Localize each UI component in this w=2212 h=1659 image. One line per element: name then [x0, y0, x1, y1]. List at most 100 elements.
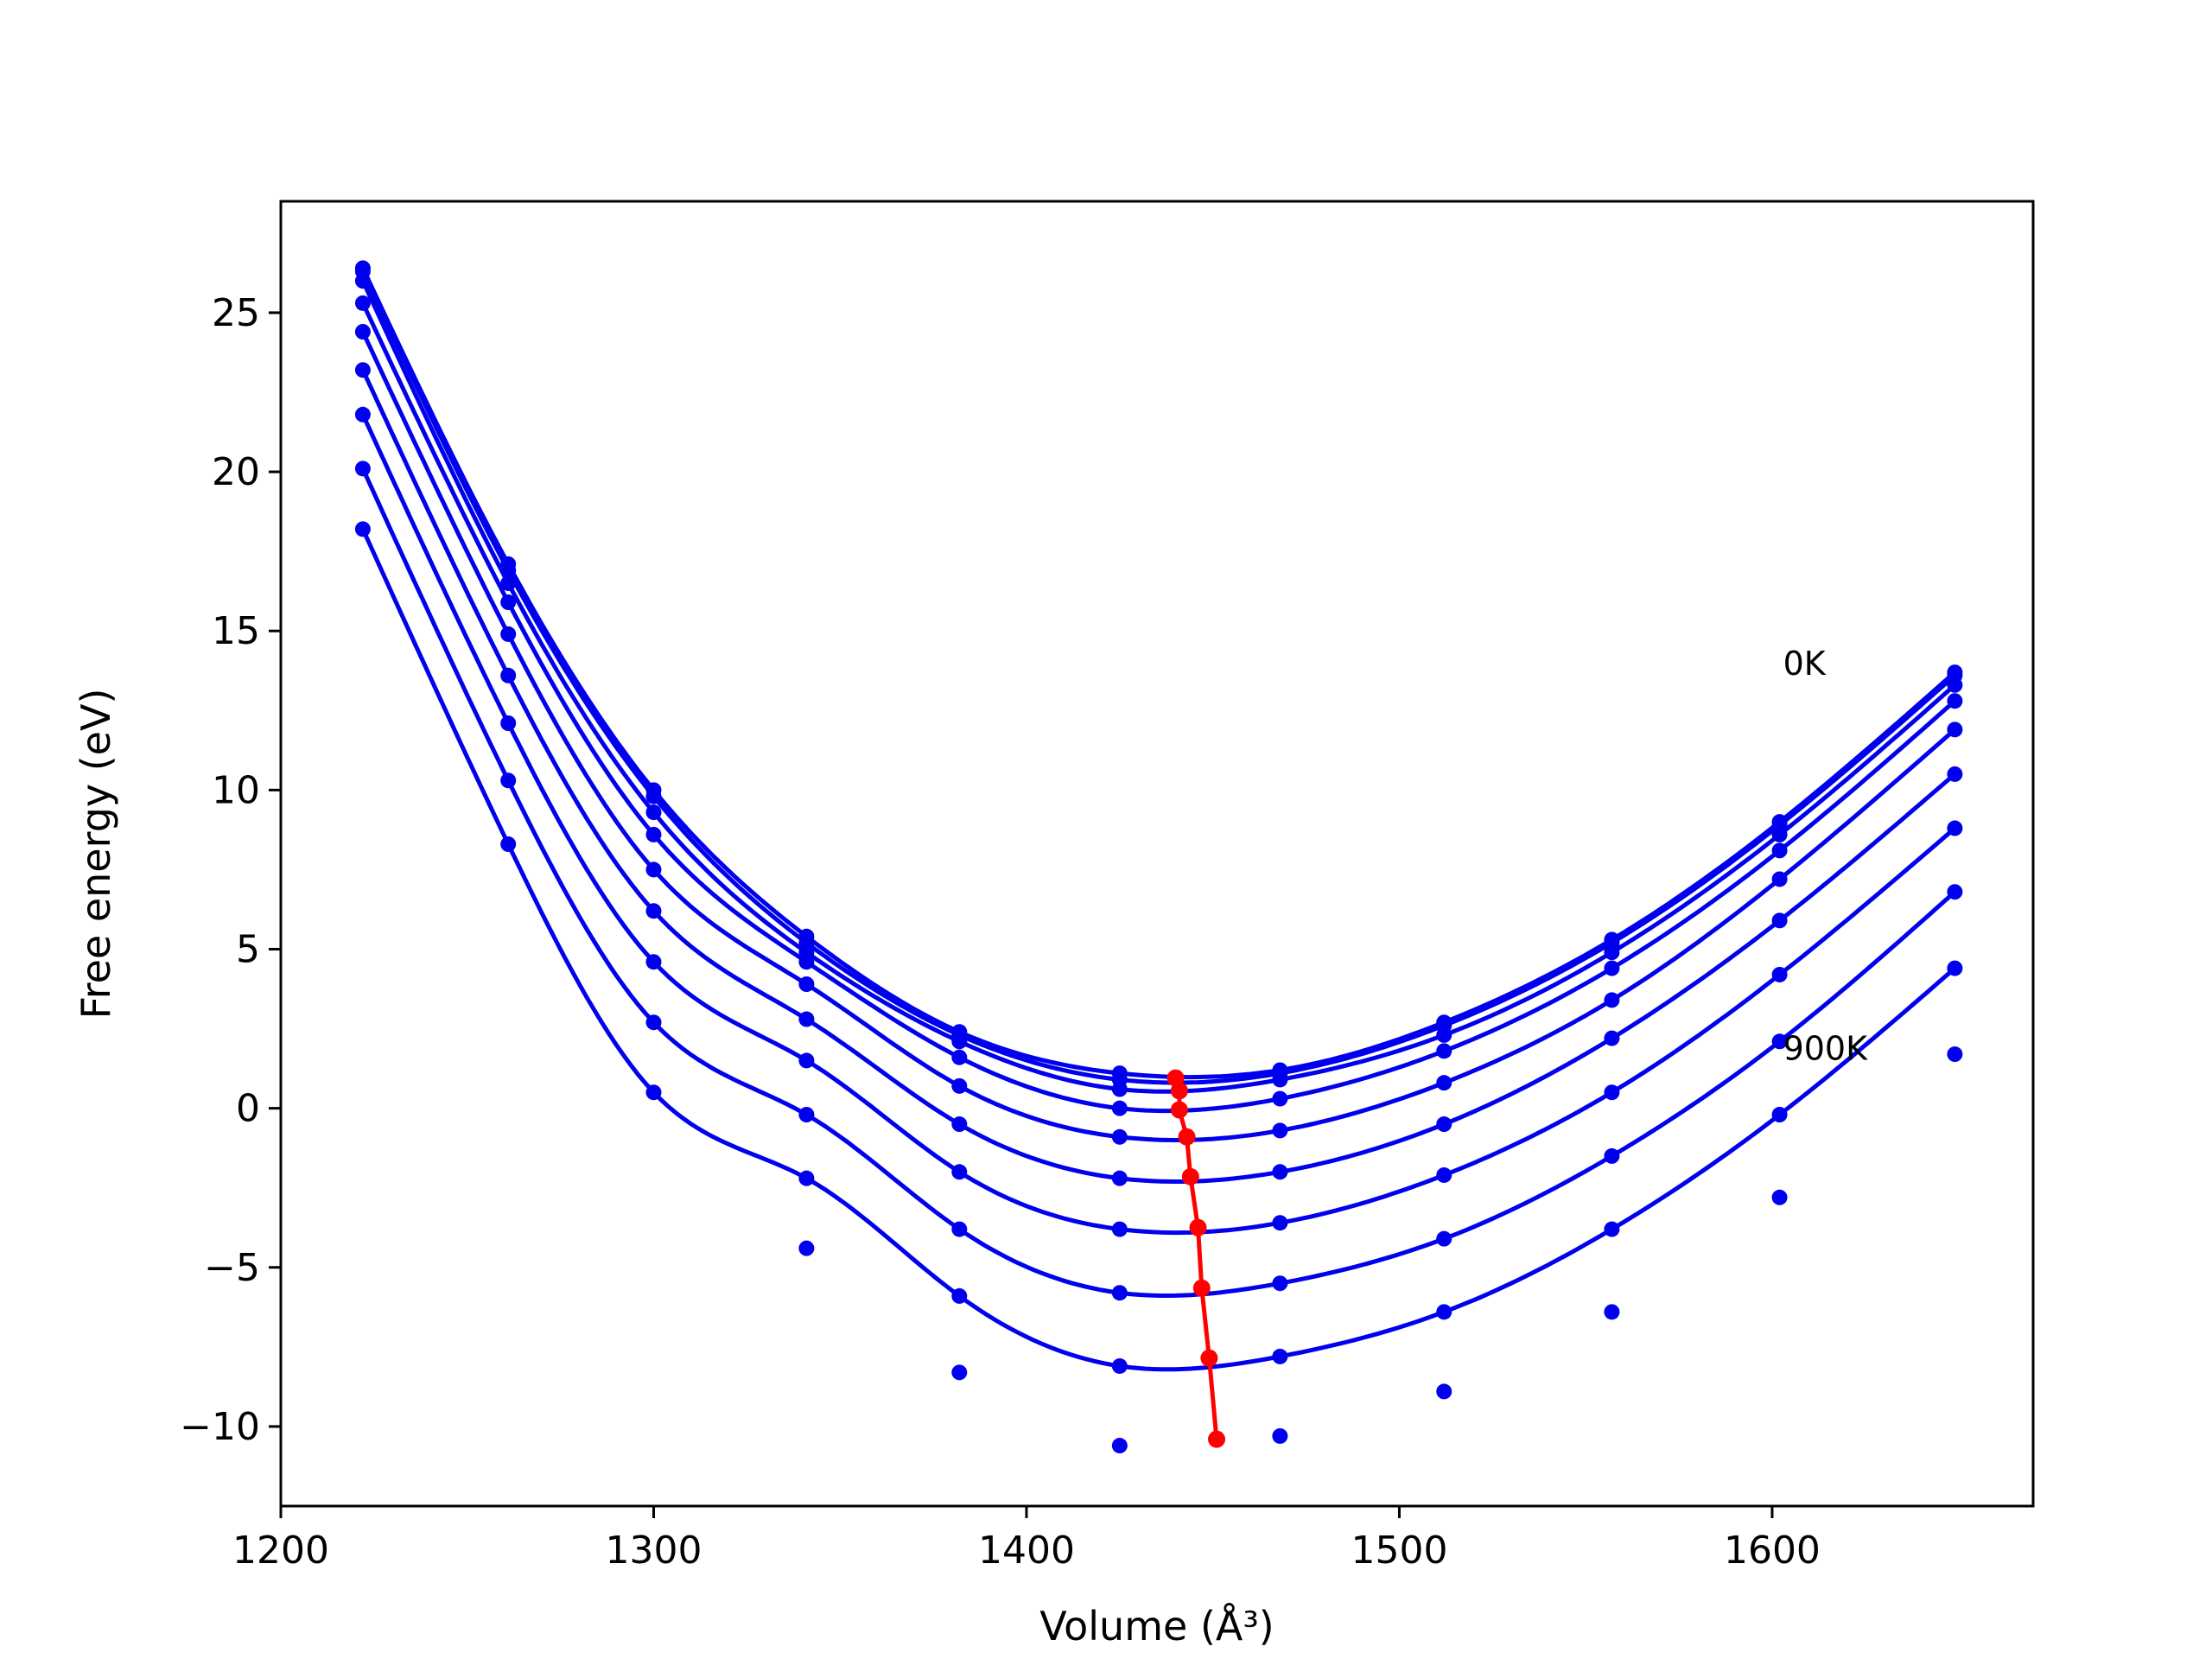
data-point — [1111, 1170, 1128, 1186]
minimum-point — [1208, 1430, 1226, 1448]
data-point — [1436, 1383, 1452, 1400]
data-point — [354, 324, 371, 340]
data-point — [1771, 1107, 1788, 1122]
data-point — [1272, 1071, 1288, 1088]
data-point — [1771, 1033, 1788, 1050]
y-axis-ticks: −10 −5 0 5 10 15 20 25 — [180, 291, 281, 1449]
y-tick-label: −10 — [180, 1405, 260, 1449]
annotations: 0K 900K — [1783, 645, 1869, 1068]
data-point — [500, 594, 517, 611]
x-tick-label: 1400 — [978, 1529, 1075, 1573]
data-point — [500, 715, 517, 731]
data-point — [798, 1052, 815, 1069]
data-point — [1111, 1221, 1128, 1237]
data-point — [798, 1170, 815, 1186]
temperature-annotation: 0K — [1783, 645, 1827, 683]
data-point — [951, 1164, 968, 1180]
x-tick-label: 1200 — [232, 1529, 329, 1573]
plot-points — [354, 260, 1963, 1454]
y-tick-label: −5 — [204, 1246, 260, 1290]
data-point — [1436, 1043, 1452, 1059]
series-curve — [360, 528, 1953, 1372]
temperature-annotation: 900K — [1783, 1030, 1869, 1068]
data-point — [1604, 960, 1620, 976]
data-point — [1947, 677, 1963, 693]
data-point — [1436, 1230, 1452, 1247]
data-point — [1604, 1030, 1620, 1046]
data-point — [354, 521, 371, 537]
data-point — [1272, 1275, 1288, 1292]
data-point — [798, 1240, 815, 1256]
data-point — [500, 772, 517, 789]
series-curve — [360, 413, 1953, 1236]
data-point — [1947, 820, 1963, 836]
data-point — [500, 836, 517, 852]
data-point — [645, 903, 662, 919]
data-point — [500, 667, 517, 683]
data-point — [1604, 1147, 1620, 1164]
plot-curves — [360, 267, 1953, 1372]
data-point — [798, 1107, 815, 1122]
data-point — [1771, 1189, 1788, 1205]
plot-minima — [1166, 1069, 1226, 1448]
minimum-point — [1189, 1218, 1207, 1236]
data-point — [645, 861, 662, 878]
data-point — [645, 788, 662, 804]
minimum-point — [1181, 1167, 1199, 1185]
y-tick-label: 25 — [212, 291, 260, 335]
data-point — [1436, 1116, 1452, 1133]
series-curve — [360, 270, 1953, 1085]
data-point — [1111, 1285, 1128, 1301]
data-point — [1947, 693, 1963, 709]
minimum-point — [1200, 1349, 1218, 1367]
minimum-point — [1170, 1082, 1188, 1100]
data-point — [1947, 766, 1963, 782]
data-point — [645, 1014, 662, 1031]
minimum-point — [1192, 1279, 1211, 1297]
y-tick-label: 20 — [212, 450, 260, 494]
data-point — [500, 563, 517, 579]
series-curve — [360, 369, 1953, 1184]
data-point — [1111, 1438, 1128, 1454]
data-point — [951, 1116, 968, 1133]
data-point — [951, 1287, 968, 1304]
data-point — [1604, 992, 1620, 1008]
plot-frame — [279, 200, 2035, 1508]
data-point — [951, 1364, 968, 1381]
data-point — [1771, 871, 1788, 887]
data-point — [1771, 912, 1788, 929]
data-point — [1604, 944, 1620, 961]
data-point — [1947, 960, 1963, 976]
data-point — [645, 1084, 662, 1101]
series-curve — [360, 330, 1953, 1143]
data-point — [798, 976, 815, 992]
x-axis-label: Volume (Å³) — [1039, 1603, 1274, 1649]
series-curve — [360, 302, 1953, 1114]
data-point — [1604, 1304, 1620, 1320]
data-point — [500, 575, 517, 591]
series-curve — [360, 267, 1953, 1080]
data-point — [1947, 1046, 1963, 1063]
y-tick-label: 5 — [236, 927, 260, 971]
data-point — [1272, 1215, 1288, 1231]
x-tick-label: 1500 — [1351, 1529, 1447, 1573]
data-point — [354, 295, 371, 311]
data-point — [354, 273, 371, 289]
data-point — [1111, 1100, 1128, 1116]
data-point — [1604, 1084, 1620, 1101]
data-point — [798, 954, 815, 970]
data-point — [1272, 1090, 1288, 1107]
data-point — [1436, 1075, 1452, 1091]
data-point — [1111, 1128, 1128, 1145]
minimum-point — [1178, 1128, 1196, 1146]
data-point — [354, 406, 371, 423]
data-point — [1272, 1164, 1288, 1180]
data-point — [1771, 966, 1788, 982]
data-point — [645, 826, 662, 842]
data-point — [1771, 826, 1788, 842]
data-point — [354, 362, 371, 378]
series-curve — [360, 280, 1953, 1094]
data-point — [645, 804, 662, 821]
